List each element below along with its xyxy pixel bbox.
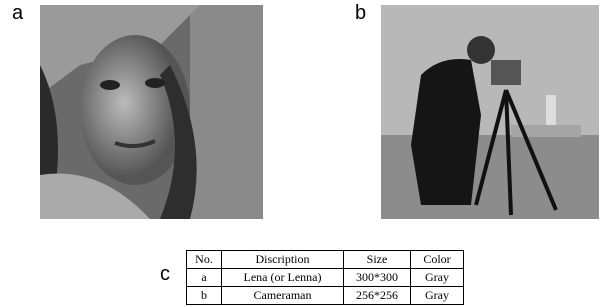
cell: b — [187, 287, 222, 305]
photo-cameraman — [381, 5, 599, 219]
figure: a b c No. Discription Size Color — [0, 0, 605, 307]
header-cell: Color — [411, 251, 464, 269]
photo-lena — [40, 5, 263, 219]
cell: Gray — [411, 269, 464, 287]
panel-label: b — [355, 2, 366, 25]
image-table: No. Discription Size Color a Lena (or Le… — [186, 250, 464, 305]
cell: 300*300 — [344, 269, 411, 287]
panel-label: a — [12, 2, 23, 25]
cell: Cameraman — [222, 287, 344, 305]
cell: Lena (or Lenna) — [222, 269, 344, 287]
header-cell: Discription — [222, 251, 344, 269]
table-row: a Lena (or Lenna) 300*300 Gray — [187, 269, 464, 287]
table-row: b Cameraman 256*256 Gray — [187, 287, 464, 305]
cell: a — [187, 269, 222, 287]
header-cell: No. — [187, 251, 222, 269]
panel-label: c — [160, 263, 170, 286]
header-cell: Size — [344, 251, 411, 269]
cell: 256*256 — [344, 287, 411, 305]
cell: Gray — [411, 287, 464, 305]
table-header: No. Discription Size Color — [187, 251, 464, 269]
